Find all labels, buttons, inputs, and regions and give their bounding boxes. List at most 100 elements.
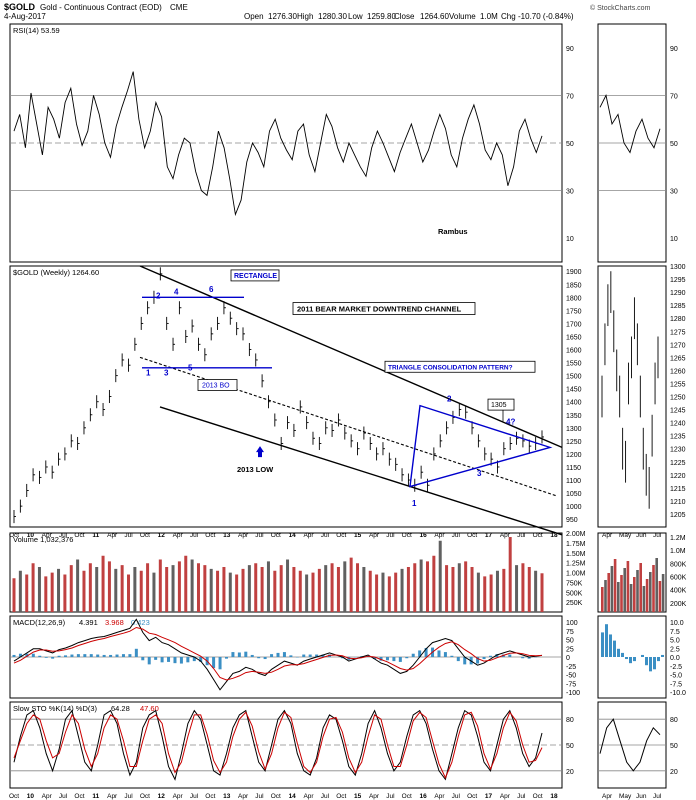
x-tick-label: Oct — [336, 793, 346, 800]
volume-bar — [540, 573, 544, 612]
macd-histogram-bar — [276, 652, 280, 657]
x-tick-label: Oct — [140, 793, 150, 800]
volume-y-tick: 1.50M — [566, 551, 586, 558]
price-y-tick: 1350 — [566, 413, 582, 420]
x-tick-label: 18 — [550, 793, 558, 800]
rambus-annotation: Rambus — [438, 227, 468, 236]
volume-y-tick: 250K — [566, 600, 583, 607]
inset-volume-tick: 800K — [670, 561, 687, 568]
rectangle-label: RECTANGLE — [234, 273, 277, 280]
x-tick-label: Apr — [303, 793, 314, 800]
volume-bar — [107, 561, 111, 612]
volume-bar — [317, 568, 321, 612]
x-tick-label: Jul — [452, 532, 461, 539]
x-tick-label: Oct — [402, 793, 412, 800]
sto-d-value: 47.60 — [140, 704, 159, 713]
macd-histogram-bar — [405, 657, 409, 659]
macd-histogram-bar — [102, 654, 106, 657]
macd-histogram-bar — [308, 654, 312, 657]
rsi-y-tick: 70 — [566, 93, 574, 100]
x-tick-label: 15 — [354, 793, 362, 800]
macd-histogram-bar — [147, 657, 151, 665]
inset-volume-bar — [636, 570, 639, 612]
volume-bar — [171, 565, 175, 612]
inset-x-tick: Jun — [636, 532, 647, 539]
rsi-y-tick: 50 — [566, 141, 574, 148]
channel-upper — [139, 265, 563, 449]
x-tick-label: 17 — [485, 532, 493, 539]
inset-macd-bar — [653, 657, 656, 670]
x-tick-label: Apr — [238, 532, 249, 539]
x-tick-label: Oct — [205, 532, 215, 539]
x-tick-label: Oct — [9, 532, 19, 539]
volume-y-tick: 2.00M — [566, 531, 586, 538]
volume-bar — [247, 565, 251, 612]
rsi-inset-line — [599, 94, 661, 154]
macd-histogram-bar — [70, 654, 74, 657]
volume-y-tick: 1.00M — [566, 571, 586, 578]
macd-histogram-bar — [385, 657, 389, 661]
volume-bar — [133, 567, 137, 612]
rsi-inset-y-tick: 90 — [670, 46, 678, 53]
wave-label: 1 — [146, 369, 151, 378]
volume-bar — [489, 574, 493, 612]
macd-histogram-bar — [340, 657, 344, 659]
price-y-tick: 1800 — [566, 295, 582, 302]
rsi-inset-y-tick: 30 — [670, 189, 678, 196]
macd-histogram-bar — [302, 654, 306, 657]
price-y-tick: 1200 — [566, 452, 582, 459]
volume-value: 1.0M — [480, 12, 498, 21]
macd-histogram-bar — [44, 657, 48, 658]
inset-price-tick: 1220 — [670, 473, 686, 480]
macd-histogram-bar — [418, 650, 422, 657]
x-tick-label: 11 — [92, 793, 99, 800]
inset-volume-tick: 1.0M — [670, 548, 686, 555]
inset-macd-bar — [609, 634, 612, 657]
volume-bar — [419, 559, 423, 612]
inset-volume-bar — [613, 559, 617, 612]
price-y-tick: 1600 — [566, 348, 582, 355]
volume-bar — [324, 565, 328, 612]
volume-bar — [228, 572, 232, 612]
rsi-line — [13, 71, 543, 217]
price-y-tick: 1150 — [566, 465, 581, 472]
volume-bar — [82, 570, 86, 612]
x-tick-label: Oct — [74, 793, 84, 800]
volume-bar — [451, 567, 455, 612]
x-tick-label: 17 — [485, 793, 493, 800]
sto-y-tick: 50 — [566, 743, 574, 750]
x-tick-label: Jul — [321, 793, 330, 800]
macd-histogram-bar — [173, 657, 177, 664]
x-tick-label: Jul — [190, 532, 199, 539]
channel-mid — [139, 356, 557, 497]
inset-price-tick: 1285 — [670, 303, 686, 310]
wave-label: 5 — [188, 363, 193, 372]
inset-x-tick: Jun — [636, 793, 647, 800]
volume-bar — [120, 565, 124, 612]
volume-bar — [139, 570, 143, 612]
inset-volume-bar — [661, 574, 665, 612]
volume-bar — [165, 567, 169, 612]
inset-volume-bar — [629, 584, 633, 612]
macd-y-tick: -25 — [566, 664, 576, 671]
sto-d-line — [13, 711, 543, 779]
price-y-tick: 1250 — [566, 439, 582, 446]
inset-macd-bar — [629, 657, 632, 664]
macd-y-tick: 75 — [566, 629, 574, 636]
x-tick-label: Jul — [386, 532, 395, 539]
wave-label: 4 — [174, 288, 179, 297]
macd-histogram-bar — [257, 657, 261, 659]
price-y-tick: 1000 — [566, 504, 582, 511]
macd-histogram-bar — [89, 654, 93, 657]
x-tick-label: Oct — [205, 793, 215, 800]
inset-volume-bar — [610, 566, 614, 612]
volume-bar — [368, 570, 372, 612]
volume-bar — [305, 574, 309, 612]
sto-y-tick: 20 — [566, 769, 574, 776]
volume-bar — [25, 574, 29, 612]
macd-histogram-bar — [38, 655, 42, 657]
inset-price-tick: 1215 — [670, 486, 686, 493]
macd-histogram-bar — [443, 652, 447, 657]
macd-histogram-bar — [270, 654, 274, 657]
volume-bar — [12, 578, 16, 612]
